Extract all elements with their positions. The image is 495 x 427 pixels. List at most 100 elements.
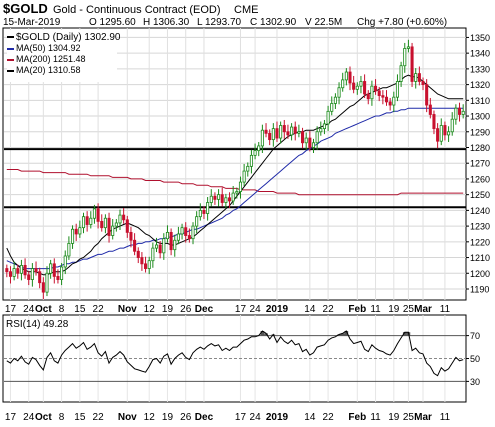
candle-body xyxy=(140,257,144,265)
legend-swatch-price xyxy=(7,36,14,38)
candle-body xyxy=(403,48,407,67)
candle-body xyxy=(122,214,126,221)
rsi-x-tick-label: 15 xyxy=(74,412,86,423)
candle-body xyxy=(461,110,465,115)
candle-body xyxy=(282,125,286,133)
candle-body xyxy=(432,114,436,130)
candle-body xyxy=(151,247,155,262)
price-y-tick-label: 1260 xyxy=(470,174,490,184)
candle-body xyxy=(293,126,297,134)
contract-name: Gold - Continuous Contract (EOD) xyxy=(53,4,221,16)
price-x-tick-label: 25 xyxy=(403,304,415,315)
candle-body xyxy=(366,93,370,100)
rsi-x-tick-label: 17 xyxy=(235,412,247,423)
candle-body xyxy=(81,216,86,229)
rsi-x-tick-label: Nov xyxy=(118,412,137,423)
candle-body xyxy=(414,73,418,82)
price-y-tick-label: 1270 xyxy=(470,159,490,169)
candle-body xyxy=(253,150,257,156)
candle-body xyxy=(224,197,228,203)
candle-body xyxy=(301,131,305,144)
price-y-tick-label: 1330 xyxy=(470,64,490,74)
legend-background xyxy=(7,30,117,82)
rsi-x-tick-label: Dec xyxy=(195,412,214,423)
candle-body xyxy=(337,87,341,98)
price-x-tick-label: 17 xyxy=(235,304,247,315)
candle-body xyxy=(71,228,75,244)
candle-body xyxy=(27,274,31,280)
candle-body xyxy=(67,242,71,257)
support-resistance-lines xyxy=(4,148,466,209)
candle-body xyxy=(370,85,374,100)
candle-body xyxy=(147,260,151,269)
candle-body xyxy=(450,118,454,133)
candle-body xyxy=(45,272,49,293)
quote-high: H 1306.30 xyxy=(143,17,190,28)
exchange-label: CME xyxy=(234,4,258,16)
rsi-y-tick-label: 30 xyxy=(470,377,480,387)
candle-body xyxy=(231,192,235,202)
ma50-series xyxy=(6,107,464,270)
candle-body xyxy=(355,85,359,90)
price-y-tick-label: 1350 xyxy=(470,33,490,43)
price-y-tick-label: 1340 xyxy=(470,49,490,59)
rsi-x-tick-label: 22 xyxy=(323,412,335,423)
rsi-x-tick-label: 2019 xyxy=(266,412,289,423)
ma200-line xyxy=(6,169,464,196)
quote-open: O 1295.60 xyxy=(89,17,136,28)
legend-swatch-ma20 xyxy=(7,70,14,72)
price-y-tick-label: 1240 xyxy=(470,206,490,216)
candle-body xyxy=(428,104,432,115)
candle-body xyxy=(111,225,115,236)
candle-body xyxy=(154,244,159,249)
candle-body xyxy=(8,271,13,277)
candle-body xyxy=(34,268,38,273)
price-x-tick-label: 8 xyxy=(59,304,65,315)
candle-body xyxy=(96,208,100,222)
candle-body xyxy=(238,181,243,192)
candle-body xyxy=(56,276,60,280)
candle-body xyxy=(304,137,308,144)
price-y-axis: 1190 1200 1210 1220 1230 1240 1250 1260 1270 1280… xyxy=(466,33,490,294)
candle-body xyxy=(173,239,177,251)
price-y-tick-label: 1310 xyxy=(470,96,490,106)
ma200-series xyxy=(6,169,464,196)
candle-body xyxy=(326,110,330,125)
rsi-overbought-mark xyxy=(340,333,345,336)
legend-price: $GOLD (Daily) 1302.90 xyxy=(16,32,121,43)
candle-body xyxy=(246,165,250,172)
legend-swatch-ma200 xyxy=(7,59,14,61)
rsi-overbought-mark xyxy=(344,331,349,336)
candle-body xyxy=(60,266,64,280)
candle-body xyxy=(333,96,337,104)
candle-body xyxy=(41,282,45,293)
candle-body xyxy=(399,65,403,82)
legend-swatch-ma50 xyxy=(7,48,14,50)
rsi-x-tick-label: 17 xyxy=(5,412,17,423)
candle-body xyxy=(176,233,180,241)
candle-body xyxy=(63,255,67,268)
candle-body xyxy=(425,84,429,106)
rsi-x-tick-label: Mar xyxy=(414,412,432,423)
candle-body xyxy=(454,107,458,120)
candle-body xyxy=(271,128,275,141)
candle-body xyxy=(439,125,443,142)
candle-body xyxy=(213,195,217,200)
price-x-tick-label: 14 xyxy=(304,304,316,315)
symbol-title: $GOLD xyxy=(3,1,48,16)
candle-body xyxy=(384,96,389,103)
price-x-tick-label: 12 xyxy=(144,304,156,315)
ma20-line xyxy=(6,74,464,276)
candle-body xyxy=(74,228,78,235)
candle-body xyxy=(16,268,20,274)
candle-body xyxy=(344,71,348,81)
candle-body xyxy=(19,265,23,274)
candle-body xyxy=(209,195,213,203)
price-x-tick-label: 19 xyxy=(388,304,400,315)
rsi-x-tick-label: 12 xyxy=(144,412,156,423)
candle-body xyxy=(5,268,9,273)
legend-ma50: MA(50) 1304.92 xyxy=(16,43,81,53)
candle-body xyxy=(410,46,414,82)
rsi-x-tick-label: 19 xyxy=(388,412,400,423)
